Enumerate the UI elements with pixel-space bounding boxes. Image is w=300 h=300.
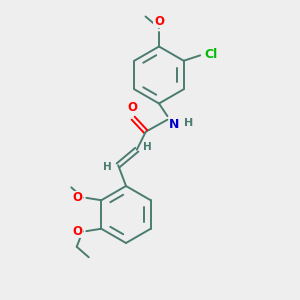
Text: O: O — [73, 191, 83, 204]
Text: O: O — [73, 225, 83, 238]
Text: O: O — [127, 101, 137, 114]
Text: N: N — [169, 118, 180, 131]
Text: H: H — [143, 142, 152, 152]
Text: O: O — [154, 15, 164, 28]
Text: H: H — [184, 118, 193, 128]
Text: H: H — [103, 162, 112, 172]
Text: Cl: Cl — [204, 48, 217, 61]
